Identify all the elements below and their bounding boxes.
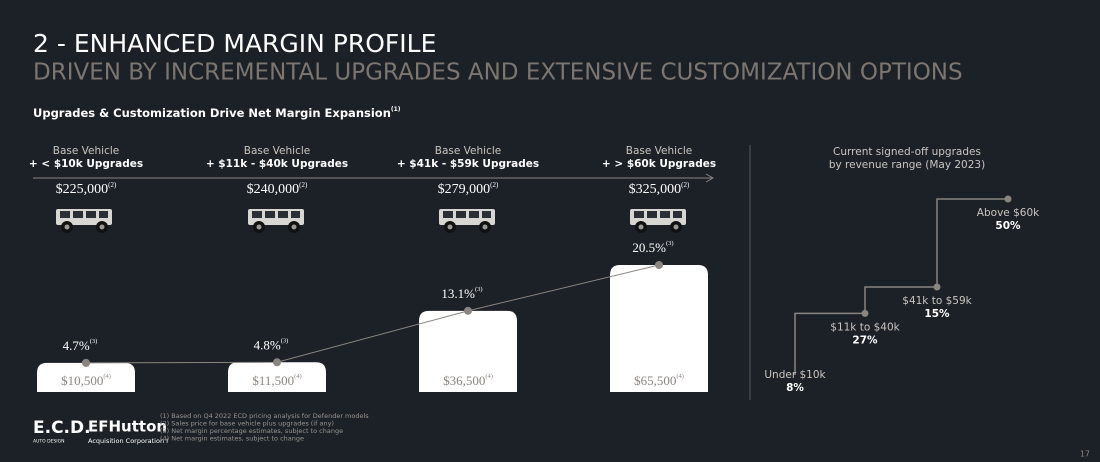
step-label: $41k to $59k: [902, 295, 972, 307]
footnote-ref: (2): [681, 181, 690, 189]
bar: [228, 362, 326, 392]
margin-label: 4.7%(3): [63, 338, 98, 353]
arrow-head: [705, 173, 715, 183]
category-label: + < $10k Upgrades: [29, 158, 143, 170]
footnote-ref: (2): [490, 181, 499, 189]
category-label: Base Vehicle: [53, 145, 119, 157]
margin-line: [85, 264, 660, 364]
subtitle: DRIVEN BY INCREMENTAL UPGRADES AND EXTEN…: [33, 60, 963, 86]
step-segment: [864, 286, 937, 314]
footnote-ref: (3): [475, 286, 483, 293]
footnote-ref: (4): [485, 373, 493, 380]
step-value: 8%: [786, 382, 804, 394]
price-text: $240,000: [247, 182, 300, 197]
step-value: 27%: [852, 334, 878, 346]
step-label: Above $60k: [977, 207, 1040, 219]
category-label: Base Vehicle: [626, 145, 692, 157]
price: $279,000(2): [438, 181, 499, 198]
bar-value-label: $65,500(4): [634, 373, 684, 388]
footnote-ref: (4): [294, 373, 302, 380]
footnote-ref: (1): [391, 106, 401, 113]
price-text: $325,000: [629, 182, 682, 197]
margin-dot: [273, 358, 281, 367]
step-label: $11k to $40k: [830, 321, 900, 333]
step-title: by revenue range (May 2023): [829, 159, 985, 171]
logo-efhutton-sub: Acquisition Corporation I: [88, 437, 168, 445]
bar-value-label-text: $36,500: [443, 373, 485, 388]
car-icon: [248, 209, 304, 233]
bar-value-label: $11,500(4): [252, 373, 301, 388]
margin-label: 20.5%(3): [632, 240, 673, 255]
bar: [610, 265, 708, 392]
footnote: (1) Based on Q4 2022 ECD pricing analysi…: [160, 412, 369, 420]
step-label: Under $10k: [764, 369, 826, 381]
category-label: Base Vehicle: [244, 145, 310, 157]
logo-ecd-sub: AUTO DESIGN: [33, 439, 64, 445]
margin-dot: [82, 358, 90, 367]
margin-label: 4.8%(3): [254, 337, 289, 352]
price-text: $225,000: [56, 182, 109, 197]
step-value: 50%: [995, 220, 1021, 232]
footnote-ref: (3): [666, 240, 674, 247]
section-title-text: Upgrades & Customization Drive Net Margi…: [33, 106, 391, 120]
bar-value-label: $36,500(4): [443, 373, 493, 388]
footnote-ref: (2): [299, 181, 308, 189]
car-icon: [56, 209, 112, 233]
page-number: 17: [1080, 450, 1090, 459]
section-title: Upgrades & Customization Drive Net Margi…: [33, 106, 401, 120]
price: $240,000(2): [247, 181, 308, 198]
margin-label-text: 4.8%: [254, 337, 281, 352]
bar-value-label-text: $65,500: [634, 373, 676, 388]
category-label: + $41k - $59k Upgrades: [397, 158, 539, 170]
margin-label-text: 20.5%: [632, 240, 666, 255]
footnote-ref: (4): [103, 373, 111, 380]
footnote-ref: (2): [108, 181, 117, 189]
price: $325,000(2): [629, 181, 690, 198]
logo-ecd: E.C.D.: [33, 418, 91, 438]
margin-label: 13.1%(3): [441, 286, 482, 301]
category-label: + $11k - $40k Upgrades: [206, 158, 348, 170]
step-segment: [936, 198, 1008, 287]
footnote-ref: (3): [281, 338, 289, 345]
price-text: $279,000: [438, 182, 491, 197]
category-label: + > $60k Upgrades: [602, 158, 716, 170]
margin-dot: [655, 261, 663, 269]
footnote-ref: (4): [676, 373, 684, 380]
footnote: (2) Sales price for base vehicle plus up…: [160, 420, 334, 428]
bar: [37, 362, 135, 392]
margin-label-text: 13.1%: [441, 286, 475, 301]
title: 2 - ENHANCED MARGIN PROFILE: [33, 29, 436, 58]
margin-dot: [464, 306, 472, 315]
step-dot: [1004, 195, 1012, 203]
logo-efhutton: EFHutton: [88, 418, 167, 436]
category-label: Base Vehicle: [435, 145, 501, 157]
step-title: Current signed-off upgrades: [833, 146, 981, 158]
bar: [419, 310, 517, 392]
bar-value-label-text: $10,500: [61, 373, 103, 388]
footnote-ref: (3): [90, 338, 98, 345]
step-segment: [794, 312, 865, 361]
car-icon: [439, 209, 495, 233]
footnote: (4) Net margin estimates, subject to cha…: [160, 435, 304, 443]
step-value: 15%: [924, 308, 950, 320]
bar-value-label-text: $11,500: [252, 373, 294, 388]
margin-label-text: 4.7%: [63, 338, 90, 353]
bar-value-label: $10,500(4): [61, 373, 111, 388]
price: $225,000(2): [56, 181, 117, 198]
footnote: (3) Net margin percentage estimates, sub…: [160, 427, 343, 435]
car-icon: [630, 209, 686, 233]
